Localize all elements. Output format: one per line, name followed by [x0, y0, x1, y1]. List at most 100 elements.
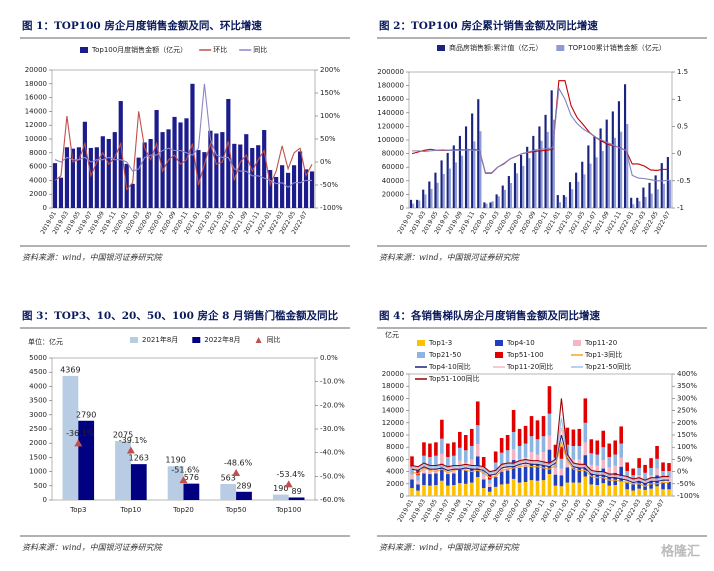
- bar: [291, 165, 297, 208]
- legend-label: Top11-20: [584, 339, 617, 347]
- bar: [422, 485, 426, 496]
- bar: [499, 438, 504, 453]
- bar: [544, 114, 547, 208]
- y-tick-label: 120000: [377, 122, 404, 130]
- bar: [631, 484, 635, 491]
- bar: [88, 147, 93, 208]
- y-tick-label: 10000: [25, 135, 47, 143]
- bar: [469, 445, 474, 460]
- unit-label: 亿元: [385, 330, 399, 339]
- bar: [511, 460, 516, 479]
- bar: [473, 141, 476, 208]
- bar: [583, 476, 588, 496]
- bar: [516, 173, 519, 208]
- bar: [434, 172, 437, 208]
- bar: [613, 454, 618, 466]
- bar: [595, 485, 600, 496]
- y-tick-label: 6000: [386, 455, 404, 463]
- bar: [416, 480, 420, 485]
- bar: [493, 486, 498, 496]
- source: 资料来源：wind，中国银河证券研究院: [379, 543, 521, 552]
- bar: [52, 163, 58, 208]
- bar: [564, 196, 568, 208]
- data-label: -39.1%: [119, 436, 148, 445]
- unit-label: 单位：亿元: [28, 337, 63, 346]
- bar: [115, 441, 131, 500]
- bar: [509, 183, 513, 208]
- y2-tick-label: 200%: [677, 419, 697, 427]
- bar: [422, 442, 426, 456]
- bar: [410, 456, 414, 467]
- bar: [220, 132, 225, 208]
- bar: [636, 197, 639, 208]
- bar: [571, 445, 576, 460]
- bar: [493, 462, 498, 472]
- bar: [535, 464, 540, 481]
- bar: [489, 202, 492, 208]
- bar: [649, 467, 653, 476]
- bar: [565, 427, 570, 445]
- bar: [467, 148, 470, 208]
- bar: [638, 201, 641, 208]
- y-tick-label: 14000: [25, 107, 47, 115]
- bar: [112, 132, 117, 208]
- bar: [667, 489, 671, 496]
- marker: [74, 439, 83, 447]
- bar: [619, 481, 623, 496]
- marker: [232, 469, 241, 477]
- bar: [288, 497, 305, 500]
- bar: [571, 482, 576, 496]
- legend-label: 2021年8月: [142, 335, 178, 344]
- line: [411, 440, 670, 487]
- y2-tick-label: 1: [677, 95, 681, 103]
- y-tick-label: 12000: [25, 121, 47, 129]
- line: [411, 427, 670, 484]
- bar: [605, 119, 608, 208]
- bar: [268, 170, 273, 208]
- bar: [256, 145, 261, 208]
- legend-swatch: [255, 337, 262, 343]
- bar: [655, 486, 659, 496]
- bar: [565, 482, 570, 496]
- bar: [118, 101, 123, 208]
- bar: [428, 456, 432, 468]
- y2-tick-label: -0.5: [677, 177, 691, 185]
- bar: [595, 465, 600, 473]
- bar: [613, 465, 618, 473]
- bar: [495, 194, 498, 208]
- bar: [458, 460, 462, 470]
- bar: [481, 488, 486, 496]
- bar: [434, 455, 438, 467]
- bar: [661, 470, 665, 478]
- y-tick-label: 60000: [382, 163, 404, 171]
- y-tick-label: 4500: [29, 368, 47, 376]
- bar: [523, 425, 528, 444]
- bar: [511, 478, 516, 496]
- bar: [583, 422, 588, 443]
- bar: [485, 203, 488, 208]
- bar: [497, 196, 500, 208]
- bar: [589, 453, 594, 465]
- y-tick-label: 3000: [29, 411, 47, 419]
- legend-label: Top51-100: [506, 351, 544, 359]
- bar: [410, 479, 414, 489]
- bar: [552, 119, 555, 208]
- bar: [262, 130, 267, 208]
- bar: [428, 485, 432, 496]
- y-tick-label: 4000: [29, 382, 47, 390]
- legend-swatch: [495, 340, 503, 346]
- bar: [540, 140, 543, 208]
- legend-label: 2022年8月: [204, 335, 240, 344]
- bar: [625, 489, 629, 496]
- bar: [667, 481, 671, 490]
- legend-label: Top4-10同比: [428, 362, 471, 371]
- data-label: 576: [184, 473, 199, 482]
- bar: [517, 428, 522, 446]
- y-tick-label: 16000: [382, 394, 404, 402]
- bar: [483, 202, 486, 208]
- bar: [619, 466, 623, 482]
- bar: [422, 455, 426, 467]
- bar: [70, 148, 76, 208]
- y2-tick-label: 250%: [677, 407, 697, 415]
